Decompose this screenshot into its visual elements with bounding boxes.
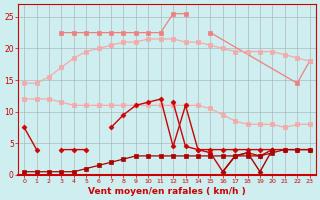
X-axis label: Vent moyen/en rafales ( km/h ): Vent moyen/en rafales ( km/h ) <box>88 187 246 196</box>
